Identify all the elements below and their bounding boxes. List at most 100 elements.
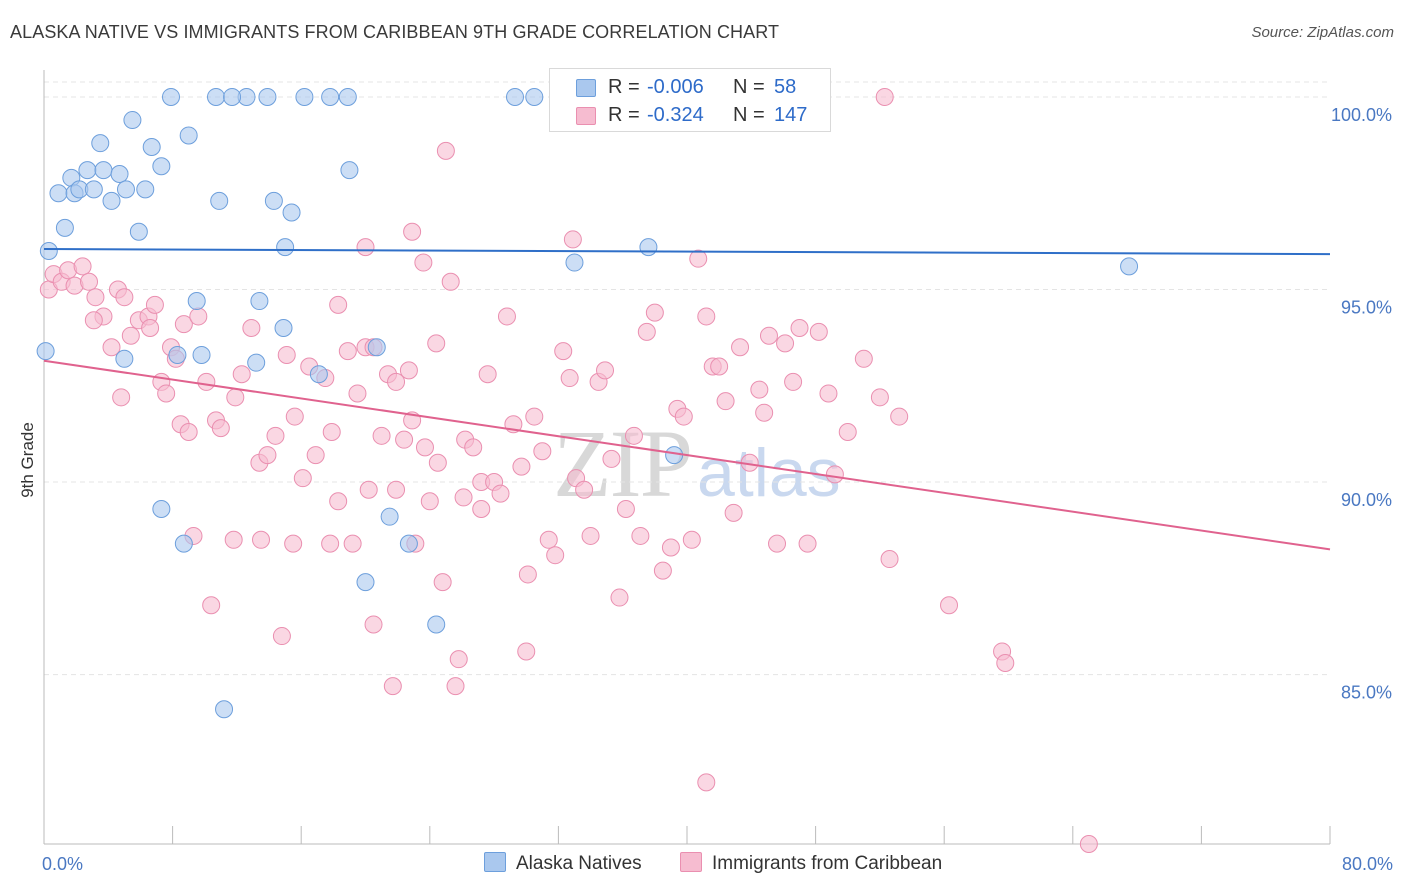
point-immigrants-from-caribbean xyxy=(387,480,406,499)
point-immigrants-from-caribbean xyxy=(372,426,391,445)
point-alaska-natives xyxy=(565,253,584,272)
stats-box: R = -0.006 N = 58 R = -0.324 N = 147 xyxy=(549,68,831,132)
point-immigrants-from-caribbean xyxy=(716,392,735,411)
point-immigrants-from-caribbean xyxy=(825,465,844,484)
point-immigrants-from-caribbean xyxy=(403,222,422,241)
point-immigrants-from-caribbean xyxy=(86,288,105,307)
point-immigrants-from-caribbean xyxy=(433,573,452,592)
point-immigrants-from-caribbean xyxy=(890,407,909,426)
point-immigrants-from-caribbean xyxy=(581,526,600,545)
point-alaska-natives xyxy=(215,700,234,719)
y-tick-label: 85.0% xyxy=(1341,683,1392,703)
point-immigrants-from-caribbean xyxy=(284,534,303,553)
point-alaska-natives xyxy=(84,180,103,199)
legend-item-alaska-natives: Alaska Natives xyxy=(484,852,642,875)
point-immigrants-from-caribbean xyxy=(141,319,160,337)
point-immigrants-from-caribbean xyxy=(415,438,434,457)
legend-swatch-blue xyxy=(484,852,506,872)
stats-n-value: 147 xyxy=(774,104,808,126)
stats-swatch-pink xyxy=(576,107,596,125)
point-alaska-natives xyxy=(1120,257,1139,276)
legend-label-alaska-natives: Alaska Natives xyxy=(516,853,642,874)
point-alaska-natives xyxy=(665,446,684,465)
point-alaska-natives xyxy=(367,338,386,357)
watermark-zip: ZIP xyxy=(553,410,693,517)
point-immigrants-from-caribbean xyxy=(491,484,510,503)
point-immigrants-from-caribbean xyxy=(880,550,899,569)
point-immigrants-from-caribbean xyxy=(809,322,828,341)
y-tick-label: 95.0% xyxy=(1341,297,1392,317)
point-immigrants-from-caribbean xyxy=(819,384,838,403)
point-immigrants-from-caribbean xyxy=(73,257,92,276)
point-alaska-natives xyxy=(91,134,110,153)
point-immigrants-from-caribbean xyxy=(321,534,340,553)
point-immigrants-from-caribbean xyxy=(497,307,516,326)
tick-labels: 85.0% 90.0% 95.0% 100.0% 0.0% 80.0% 9th Grade xyxy=(18,105,1393,874)
point-immigrants-from-caribbean xyxy=(364,615,383,634)
point-immigrants-from-caribbean xyxy=(838,422,857,441)
stats-row-alaska-natives: R = -0.006 N = 58 xyxy=(550,73,830,101)
series-immigrants-from-caribbean xyxy=(39,87,1098,853)
watermark-atlas: atlas xyxy=(697,435,841,511)
point-immigrants-from-caribbean xyxy=(776,334,795,353)
point-immigrants-from-caribbean xyxy=(798,534,817,553)
point-alaska-natives xyxy=(187,292,206,311)
point-immigrants-from-caribbean xyxy=(750,380,769,399)
y-tick-label: 90.0% xyxy=(1341,490,1392,510)
point-immigrants-from-caribbean xyxy=(226,388,245,407)
point-immigrants-from-caribbean xyxy=(560,369,579,388)
point-immigrants-from-caribbean xyxy=(293,469,312,488)
point-immigrants-from-caribbean xyxy=(731,338,750,357)
point-immigrants-from-caribbean xyxy=(518,565,537,584)
point-immigrants-from-caribbean xyxy=(272,627,291,646)
point-immigrants-from-caribbean xyxy=(383,677,402,696)
point-alaska-natives xyxy=(115,349,134,368)
point-immigrants-from-caribbean xyxy=(464,438,483,457)
point-alaska-natives xyxy=(110,164,129,183)
point-immigrants-from-caribbean xyxy=(554,342,573,361)
point-immigrants-from-caribbean xyxy=(602,449,621,468)
point-immigrants-from-caribbean xyxy=(441,272,460,291)
stats-swatch-blue xyxy=(576,79,596,97)
point-alaska-natives xyxy=(94,161,113,180)
point-immigrants-from-caribbean xyxy=(121,326,140,345)
point-immigrants-from-caribbean xyxy=(338,342,357,361)
point-immigrants-from-caribbean xyxy=(112,388,131,407)
point-immigrants-from-caribbean xyxy=(446,677,465,696)
point-immigrants-from-caribbean xyxy=(539,530,558,549)
point-alaska-natives xyxy=(179,126,198,145)
point-immigrants-from-caribbean xyxy=(546,546,565,565)
point-immigrants-from-caribbean xyxy=(875,87,894,106)
point-immigrants-from-caribbean xyxy=(610,588,629,607)
legend-label-immigrants-from-caribbean: Immigrants from Caribbean xyxy=(712,853,943,874)
point-immigrants-from-caribbean xyxy=(189,307,208,326)
stats-n-value: 58 xyxy=(774,76,797,98)
point-immigrants-from-caribbean xyxy=(563,230,582,249)
point-alaska-natives xyxy=(274,319,293,337)
point-alaska-natives xyxy=(78,161,97,180)
point-immigrants-from-caribbean xyxy=(870,388,889,407)
point-immigrants-from-caribbean xyxy=(724,503,743,522)
point-alaska-natives xyxy=(142,138,161,157)
point-immigrants-from-caribbean xyxy=(596,361,615,380)
stats-n-label: N = xyxy=(733,104,765,126)
point-immigrants-from-caribbean xyxy=(624,426,643,445)
point-immigrants-from-caribbean xyxy=(420,492,439,511)
series-alaska-natives xyxy=(36,87,1139,719)
point-immigrants-from-caribbean xyxy=(306,446,325,465)
point-immigrants-from-caribbean xyxy=(790,319,809,337)
point-immigrants-from-caribbean xyxy=(197,372,216,391)
point-alaska-natives xyxy=(380,507,399,526)
point-immigrants-from-caribbean xyxy=(436,141,455,160)
point-immigrants-from-caribbean xyxy=(359,480,378,499)
point-alaska-natives xyxy=(639,238,658,257)
point-immigrants-from-caribbean xyxy=(277,345,296,364)
point-immigrants-from-caribbean xyxy=(454,488,473,507)
point-immigrants-from-caribbean xyxy=(689,249,708,268)
point-immigrants-from-caribbean xyxy=(697,773,716,792)
point-immigrants-from-caribbean xyxy=(157,384,176,403)
point-alaska-natives xyxy=(321,87,340,106)
point-alaska-natives xyxy=(250,292,269,311)
trend-line-immigrants-from-caribbean xyxy=(43,359,1331,551)
